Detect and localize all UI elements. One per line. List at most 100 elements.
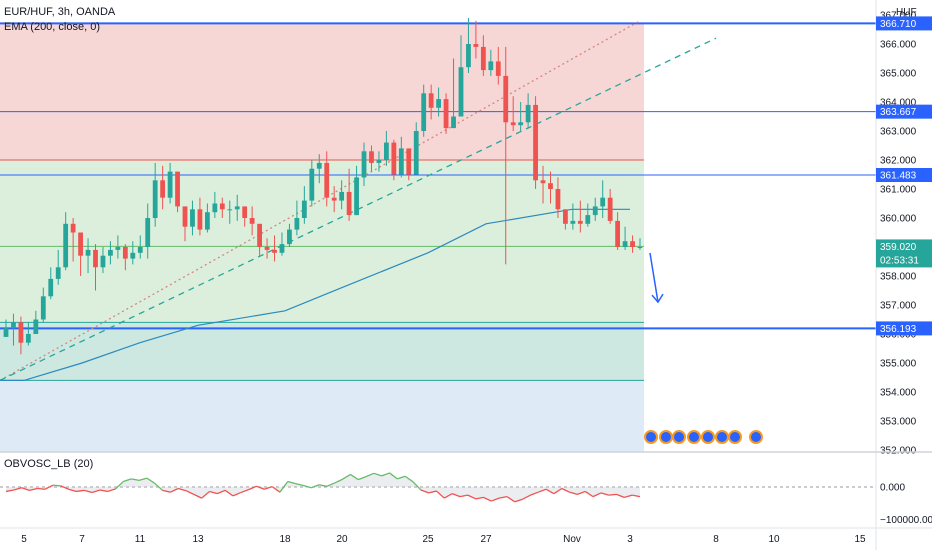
candle-body <box>160 180 166 198</box>
oscillator-segment <box>37 487 46 490</box>
oscillator-segment <box>123 478 132 483</box>
oscillator-segment <box>475 496 484 500</box>
oscillator-segment <box>404 475 414 483</box>
oscillator-segment <box>209 490 218 495</box>
oscillator-segment <box>5 489 14 493</box>
candle-body <box>279 244 285 253</box>
countdown-timer: 02:53:31 <box>880 255 919 266</box>
oscillator-segment <box>389 472 398 480</box>
tag-value: 363.667 <box>880 107 917 118</box>
candle-body <box>70 223 76 233</box>
candle-body <box>607 197 613 221</box>
oscillator-segment <box>498 495 508 499</box>
oscillator-segment <box>514 498 523 503</box>
oscillator-segment <box>13 487 22 491</box>
candle-body <box>391 142 397 175</box>
candle-body <box>287 229 292 245</box>
oscillator-segment <box>287 480 296 485</box>
ema-legend: EMA (200, close, 0) <box>4 21 100 34</box>
candle-body <box>122 247 128 259</box>
candle-body <box>555 189 561 210</box>
tag-background <box>876 321 932 336</box>
candle-body <box>145 218 151 247</box>
oscillator-segment <box>21 487 30 491</box>
oscillator-segment <box>350 473 359 481</box>
y-tick-label: 360.000 <box>880 214 917 225</box>
oscillator-segment <box>459 494 468 498</box>
candle-body <box>85 249 91 256</box>
level-tag: 356.193 <box>876 321 932 336</box>
candle-body <box>376 160 382 163</box>
oscillator-segment <box>365 472 375 478</box>
oscillator-segment <box>357 476 367 481</box>
oscillator-segment <box>185 490 195 495</box>
candle-body <box>637 247 643 248</box>
event-marker-icon <box>749 430 763 444</box>
y-tick-label: 355.000 <box>880 359 917 370</box>
y-tick-label: 367.000 <box>880 11 917 22</box>
tag-background <box>876 167 932 182</box>
oscillator-segment <box>561 487 570 493</box>
x-tick-label: 27 <box>480 534 492 545</box>
oscillator-segment <box>334 478 343 484</box>
tag-background <box>876 104 932 119</box>
oscillator-segment <box>436 490 445 499</box>
candle-body <box>570 220 576 224</box>
oscillator-segment <box>76 489 85 493</box>
candle-body <box>443 99 449 129</box>
oscillator-segment <box>279 481 289 493</box>
tag-background <box>876 16 932 31</box>
candle-body <box>316 162 322 169</box>
projection-arrowhead <box>651 293 664 304</box>
oscillator-segment <box>115 480 124 490</box>
trend-line <box>0 20 641 381</box>
oscillator-segment <box>451 493 461 498</box>
oscillator-segment <box>256 485 265 490</box>
oscillator-segment <box>491 497 500 502</box>
level-tag: 361.483 <box>876 167 932 182</box>
oscillator-segment <box>584 490 594 498</box>
x-tick-label: 11 <box>135 534 146 545</box>
oscillator-segment <box>412 481 422 491</box>
candle-body <box>212 203 218 213</box>
oscillator-segment <box>201 490 210 499</box>
x-tick-label: 5 <box>21 534 27 545</box>
zone-green <box>0 160 644 323</box>
candle-body <box>182 206 188 227</box>
price-tag: 359.020 02:53:31 <box>876 239 932 268</box>
event-marker-icon <box>644 430 658 444</box>
oscillator-segment <box>632 494 641 498</box>
oscillator-segment <box>162 489 171 493</box>
candle-body <box>495 61 501 76</box>
oscillator-segment <box>616 493 625 498</box>
candle-body <box>525 104 531 123</box>
candle-body <box>577 220 583 224</box>
candle-body <box>152 180 158 218</box>
candle-body <box>301 200 307 218</box>
oscillator-segment <box>318 484 328 487</box>
candle-body <box>384 142 389 160</box>
oscillator-segment <box>193 493 202 499</box>
tag-value: 356.193 <box>880 324 917 335</box>
oscillator-segment <box>68 488 77 493</box>
oscillator-segment <box>154 482 163 491</box>
oscillator-segment <box>138 477 148 481</box>
y-tick-label: 365.000 <box>880 69 917 80</box>
oscillator-segment <box>303 484 312 489</box>
oscillator-segment <box>224 489 234 497</box>
symbol-title: EUR/HUF, 3h, OANDA <box>4 6 116 18</box>
candle-body <box>242 206 248 218</box>
oscillator-segment <box>545 488 555 495</box>
oscillator-segment <box>326 482 335 487</box>
event-marker-icon <box>672 430 686 444</box>
candle-body <box>294 218 300 230</box>
x-tick-label: 25 <box>422 534 434 545</box>
oscillator-segment <box>311 484 320 489</box>
candle-body <box>361 151 367 178</box>
candle-body <box>563 209 568 224</box>
tag-value: 366.710 <box>880 19 917 30</box>
candle-body <box>354 177 359 216</box>
ema-label: EMA (200, close, 0) <box>4 21 100 33</box>
candle-body <box>503 75 509 123</box>
